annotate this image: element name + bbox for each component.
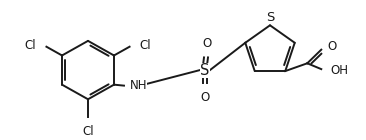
Text: S: S (266, 11, 274, 24)
Text: O: O (202, 37, 212, 50)
Text: O: O (327, 40, 336, 53)
Text: Cl: Cl (82, 125, 94, 138)
Text: OH: OH (330, 64, 348, 77)
Text: NH: NH (130, 79, 147, 92)
Text: O: O (200, 90, 210, 103)
Text: Cl: Cl (25, 39, 37, 52)
Text: Cl: Cl (139, 39, 151, 52)
Text: S: S (200, 63, 210, 78)
